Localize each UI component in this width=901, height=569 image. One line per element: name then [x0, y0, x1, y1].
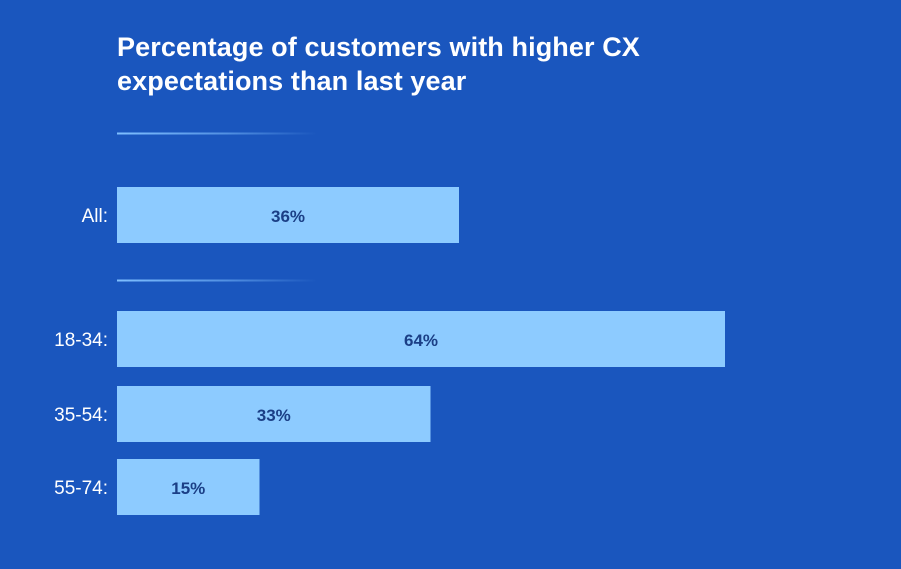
value-label-18-34: 64% — [404, 331, 438, 350]
group-divider — [117, 279, 317, 282]
category-label-all: All: — [82, 206, 108, 227]
bar-all — [117, 187, 459, 243]
chart-title-line-1: Percentage of customers with higher CX — [117, 32, 640, 62]
value-label-all: 36% — [271, 207, 305, 226]
chart-title: Percentage of customers with higher CX e… — [117, 30, 737, 98]
category-label-18-34: 18-34: — [54, 330, 108, 351]
title-divider — [117, 132, 317, 135]
chart-title-line-2: expectations than last year — [117, 66, 467, 96]
category-label-55-74: 55-74: — [54, 478, 108, 499]
bar-35-54 — [117, 386, 431, 442]
bars-layer: All: 36% 18-34: 64% 35-54: 33% 55-74: 15% — [54, 187, 725, 515]
value-label-55-74: 15% — [171, 479, 205, 498]
bar-18-34 — [117, 311, 725, 367]
bar-55-74 — [117, 459, 260, 515]
category-label-35-54: 35-54: — [54, 405, 108, 426]
value-label-35-54: 33% — [257, 406, 291, 425]
